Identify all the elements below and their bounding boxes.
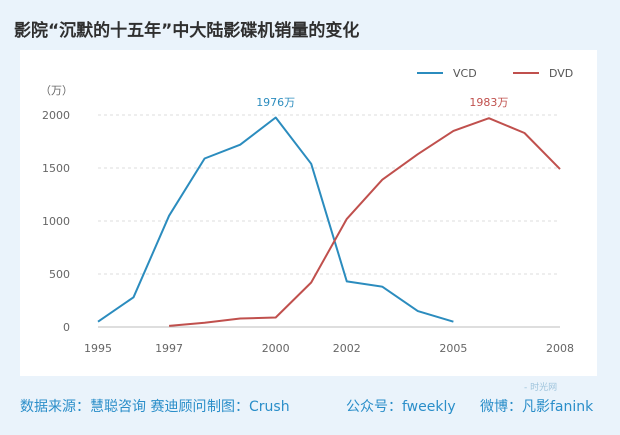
x-tick-label: 2005 [439,342,467,355]
y-tick-label: 1500 [42,162,70,175]
series-line-vcd [97,116,454,323]
footer-account: 公众号：fweekly [346,399,456,415]
chart-card: 0 500 1000 1500 2000 （万） 1995 1997 2000 2002 2005 2… [20,50,597,376]
footer: 数据来源：慧聪咨询 赛迪顾问 制图：Crush 公众号：fweekly 微博：凡… [20,396,600,418]
x-tick-label: 1995 [84,342,112,355]
footer-weibo: 微博：凡影fanink [480,399,594,415]
legend-label-vcd: VCD [453,67,477,80]
chart-title: 影院“沉默的十五年”中大陆影碟机销量的变化 [14,21,360,41]
y-tick-label: 2000 [42,109,70,122]
line-chart: 0 500 1000 1500 2000 （万） 1995 1997 2000 2002 2005 2… [40,67,574,355]
x-tick-label: 1997 [155,342,183,355]
y-axis-unit-label: （万） [40,84,73,97]
footer-source: 数据来源：慧聪咨询 赛迪顾问 [20,399,207,415]
y-tick-label: 500 [49,268,70,281]
series-line-dvd [169,117,561,327]
peak-label-vcd: 1976万 [256,96,295,109]
y-tick-label: 1000 [42,215,70,228]
footer-maker: 制图：Crush [207,399,290,415]
watermark: - 时光网 [524,383,558,393]
x-tick-label: 2000 [262,342,290,355]
peak-label-dvd: 1983万 [469,96,508,109]
y-tick-label: 0 [63,321,70,334]
x-tick-label: 2002 [333,342,361,355]
legend-label-dvd: DVD [549,67,573,80]
x-tick-label: 2008 [546,342,574,355]
